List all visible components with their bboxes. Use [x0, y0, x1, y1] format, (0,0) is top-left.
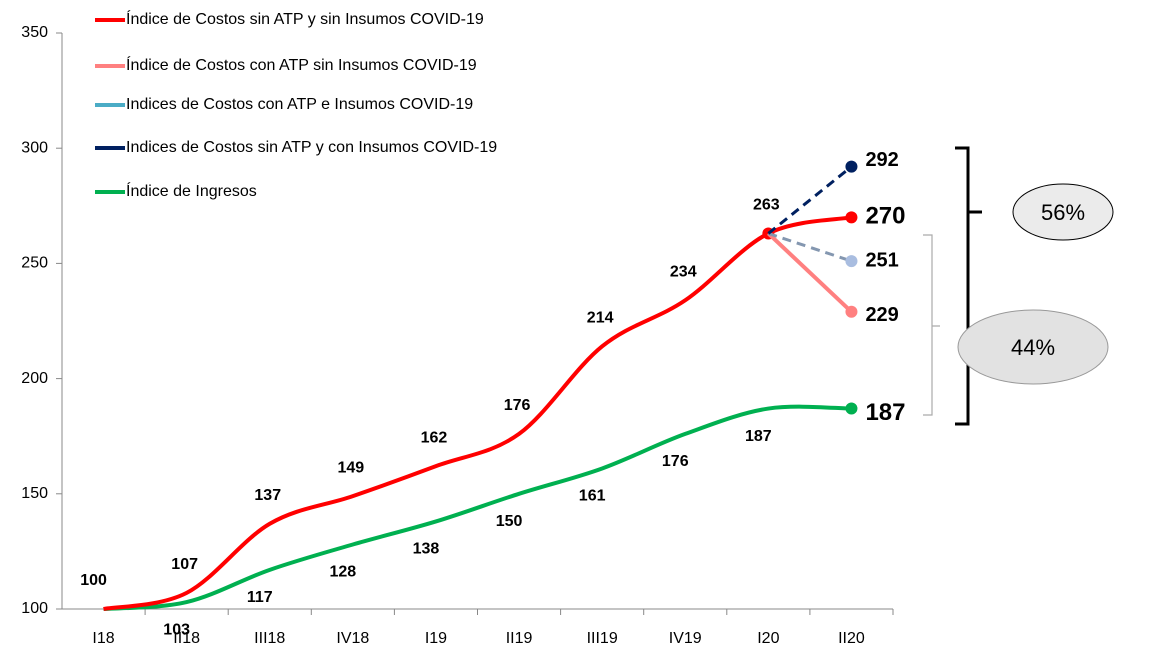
- x-tick-label: II19: [506, 630, 533, 647]
- x-tick-label: II20: [838, 630, 865, 647]
- annotation: 44%: [1011, 335, 1055, 360]
- end-marker: [845, 160, 858, 173]
- bracket-44: [923, 234, 940, 416]
- data-label: 234: [670, 263, 697, 280]
- legend-label: Índice de Ingresos: [126, 181, 257, 200]
- data-label: 103: [163, 621, 190, 638]
- end-label: 187: [865, 399, 905, 426]
- data-label: 117: [247, 589, 273, 606]
- data-label: 161: [579, 488, 606, 505]
- end-label: 251: [865, 249, 898, 271]
- end-label: 292: [865, 149, 898, 171]
- data-label: 162: [421, 429, 448, 446]
- y-tick-label: 100: [21, 600, 48, 617]
- series-line: [767, 165, 853, 235]
- legend-label: Índice de Costos sin ATP y sin Insumos C…: [126, 9, 484, 28]
- data-label: 107: [171, 556, 198, 573]
- end-marker: [845, 402, 858, 415]
- legend-label: Índice de Costos con ATP sin Insumos COV…: [126, 55, 477, 74]
- data-label: 137: [254, 487, 281, 504]
- x-tick-label: II18: [173, 630, 200, 647]
- y-tick-label: 350: [21, 24, 48, 41]
- x-tick-label: I19: [425, 630, 447, 647]
- data-label: 263: [753, 197, 780, 214]
- y-tick-label: 150: [21, 485, 48, 502]
- y-tick-label: 200: [21, 370, 48, 387]
- ellipse-44: [957, 309, 1109, 385]
- data-label: 176: [504, 397, 531, 414]
- data-label: 176: [662, 453, 689, 470]
- data-label: 150: [496, 513, 523, 530]
- bracket-56: [955, 146, 982, 426]
- data-label: 128: [329, 564, 356, 581]
- x-tick-label: III19: [587, 630, 618, 647]
- series-line: [103, 215, 852, 611]
- annotation: 56%: [1041, 200, 1085, 225]
- data-label: 214: [587, 310, 614, 327]
- end-label: 229: [865, 304, 898, 326]
- x-tick-label: IV19: [669, 630, 702, 647]
- series-line: [103, 404, 852, 611]
- x-tick-label: IV18: [336, 630, 369, 647]
- end-label: 270: [865, 203, 905, 230]
- series-line: [767, 232, 852, 263]
- end-marker: [845, 255, 858, 268]
- ellipse-56: [1012, 183, 1114, 241]
- data-label: 138: [413, 541, 440, 558]
- x-tick-label: I20: [757, 630, 779, 647]
- data-label: 149: [337, 459, 364, 476]
- legend-label: Indices de Costos sin ATP y con Insumos …: [126, 139, 497, 156]
- end-marker: [845, 305, 858, 318]
- x-tick-label: I18: [92, 630, 114, 647]
- series-line: [766, 231, 853, 314]
- end-marker: [845, 211, 858, 224]
- legend-label: Indices de Costos con ATP e Insumos COVI…: [126, 96, 473, 113]
- y-tick-label: 250: [21, 255, 48, 272]
- y-tick-label: 300: [21, 139, 48, 156]
- x-tick-label: III18: [254, 630, 285, 647]
- data-label: 100: [80, 572, 107, 589]
- data-label: 187: [745, 428, 772, 445]
